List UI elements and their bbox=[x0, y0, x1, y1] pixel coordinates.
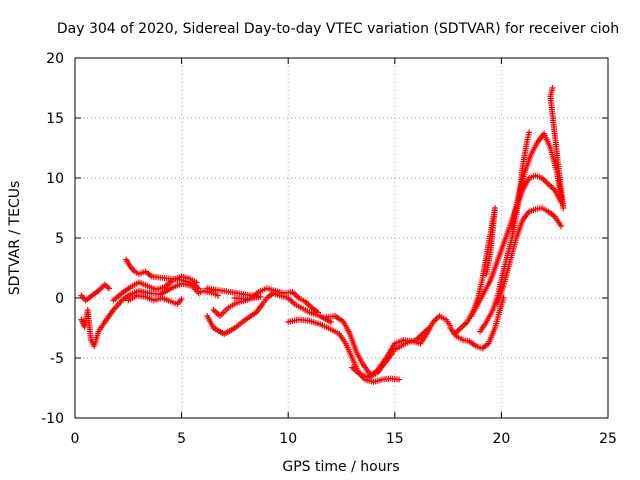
y-tick-label: -5 bbox=[50, 351, 64, 367]
chart-title: Day 304 of 2020, Sidereal Day-to-day VTE… bbox=[57, 21, 619, 37]
data-point bbox=[549, 85, 556, 91]
x-tick-label: 15 bbox=[386, 431, 404, 447]
series-sat-a bbox=[78, 281, 113, 304]
y-tick-label: 0 bbox=[55, 291, 64, 307]
data-point bbox=[483, 271, 490, 277]
data-point bbox=[195, 285, 202, 292]
y-tick-label: 20 bbox=[46, 51, 64, 67]
series-sat-k bbox=[349, 313, 454, 381]
x-tick-label: 10 bbox=[279, 431, 297, 447]
data-point bbox=[214, 292, 221, 299]
series-sat-p bbox=[494, 205, 565, 307]
data-point bbox=[315, 309, 322, 316]
data-point bbox=[558, 223, 565, 229]
data-point bbox=[106, 285, 113, 292]
y-tick-label: -10 bbox=[41, 411, 64, 427]
series-sat-j bbox=[323, 313, 432, 379]
y-tick-label: 15 bbox=[46, 111, 64, 127]
data-points bbox=[78, 85, 567, 385]
x-tick-label: 25 bbox=[599, 431, 617, 447]
data-point bbox=[327, 319, 334, 325]
data-point bbox=[210, 287, 217, 294]
series-sat-o bbox=[468, 172, 565, 319]
series-sat-m bbox=[451, 205, 499, 337]
y-tick-label: 10 bbox=[46, 171, 64, 187]
y-tick-label: 5 bbox=[55, 231, 64, 247]
x-tick-label: 5 bbox=[177, 431, 186, 447]
series-sat-q bbox=[509, 85, 567, 229]
data-point bbox=[193, 279, 200, 286]
data-point bbox=[178, 296, 185, 303]
axis-ticks: 0 5 10 15 20 25 -10 -5 0 5 10 15 20 bbox=[41, 51, 617, 447]
series-sat-i bbox=[285, 316, 403, 385]
x-tick-label: 0 bbox=[71, 431, 80, 447]
x-tick-label: 20 bbox=[492, 431, 510, 447]
data-point bbox=[396, 376, 403, 383]
series-sat-h bbox=[204, 285, 264, 303]
series-sat-e bbox=[125, 292, 185, 307]
y-axis-label: SDTVAR / TECUs bbox=[7, 181, 23, 296]
series-sat-d bbox=[110, 273, 200, 304]
data-point bbox=[526, 129, 533, 136]
plot-frame bbox=[74, 57, 609, 419]
x-axis-label: GPS time / hours bbox=[282, 459, 399, 475]
grid bbox=[75, 58, 608, 418]
